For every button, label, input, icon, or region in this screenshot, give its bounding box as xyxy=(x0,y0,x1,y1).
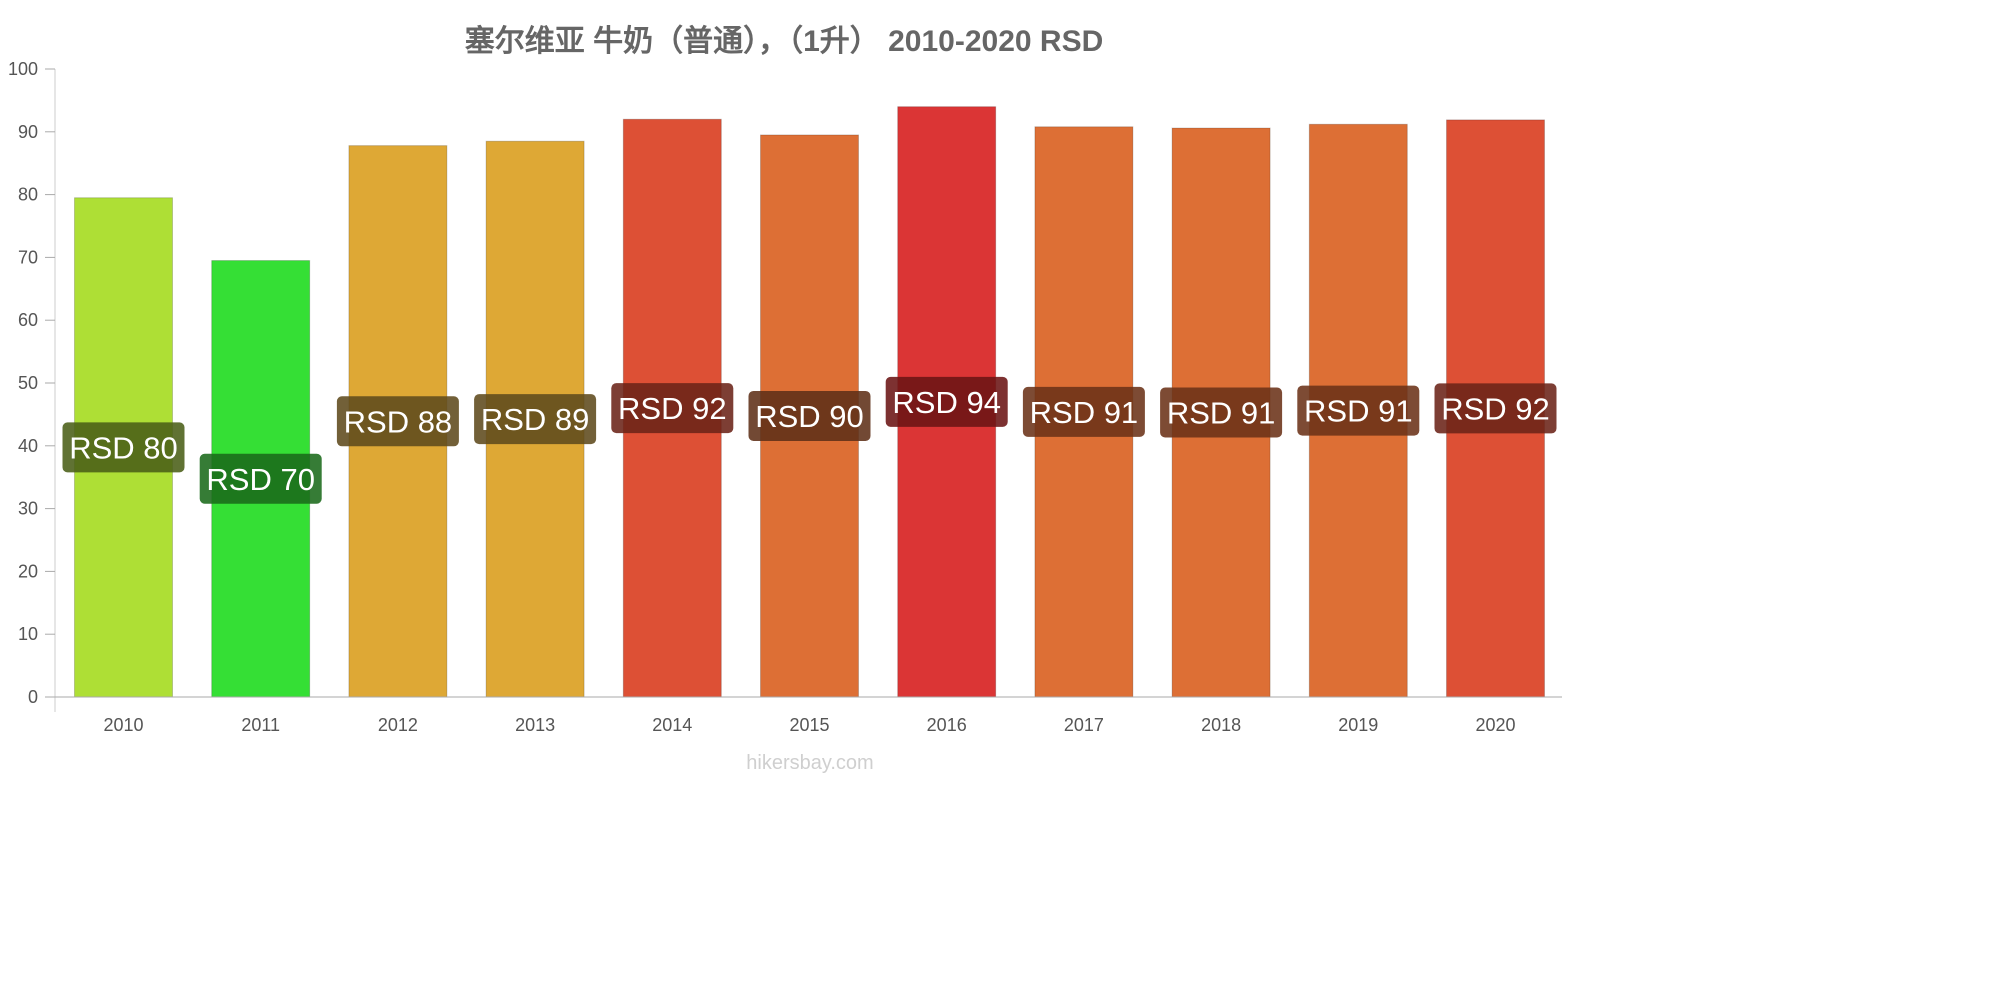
x-tick-label: 2016 xyxy=(927,715,967,735)
data-label: RSD 80 xyxy=(69,430,178,465)
data-label: RSD 92 xyxy=(618,391,727,426)
y-tick-label: 90 xyxy=(18,122,38,142)
data-label-box xyxy=(611,383,734,434)
x-tick-label: 2018 xyxy=(1201,715,1241,735)
y-tick-label: 40 xyxy=(18,436,38,456)
x-tick-label: 2020 xyxy=(1475,715,1515,735)
data-label-box xyxy=(1022,386,1145,437)
x-tick-label: 2012 xyxy=(378,715,418,735)
data-label: RSD 91 xyxy=(1304,394,1413,429)
x-axis: 2010 2011 2012 2013 2014 2015 2016 2017 2018 2019… xyxy=(55,696,1562,735)
data-label: RSD 91 xyxy=(1030,395,1139,430)
data-label: RSD 90 xyxy=(755,399,864,434)
y-tick-label: 20 xyxy=(18,561,38,581)
data-label: RSD 88 xyxy=(344,404,453,439)
data-label: RSD 92 xyxy=(1441,391,1550,426)
y-tick-label: 50 xyxy=(18,373,38,393)
x-tick-label: 2019 xyxy=(1338,715,1378,735)
x-tick-label: 2010 xyxy=(103,715,143,735)
data-label-box xyxy=(885,376,1008,427)
data-label-box xyxy=(1434,383,1557,434)
y-tick-label: 10 xyxy=(18,624,38,644)
y-tick-label: 0 xyxy=(28,687,38,707)
y-tick-label: 100 xyxy=(8,59,38,79)
x-tick-label: 2011 xyxy=(241,715,280,735)
data-label-box xyxy=(474,394,597,445)
x-tick-label: 2014 xyxy=(652,715,692,735)
watermark: hikersbay.com xyxy=(746,752,874,774)
chart-title: 塞尔维亚 牛奶（普通），（1升） 2010-2020 RSD xyxy=(464,25,1104,58)
data-label-box xyxy=(199,453,322,504)
data-label-box xyxy=(1160,387,1283,438)
y-tick-label: 80 xyxy=(18,185,38,205)
y-tick-label: 30 xyxy=(18,499,38,519)
data-label: RSD 94 xyxy=(892,385,1001,420)
x-tick-label: 2015 xyxy=(789,715,829,735)
data-label: RSD 89 xyxy=(481,402,590,437)
data-label-box xyxy=(336,396,459,447)
data-label-box xyxy=(1297,385,1420,436)
data-label: RSD 91 xyxy=(1167,396,1276,431)
y-axis: 0 10 20 30 40 50 60 70 80 90 100 xyxy=(8,59,56,712)
data-label-box xyxy=(748,390,871,441)
y-tick-label: 60 xyxy=(18,310,38,330)
data-label: RSD 70 xyxy=(206,462,315,497)
x-tick-label: 2017 xyxy=(1064,715,1104,735)
y-tick-label: 70 xyxy=(18,247,38,267)
x-tick-label: 2013 xyxy=(515,715,555,735)
data-label-box xyxy=(62,422,185,473)
data-labels: RSD 80 RSD 70 RSD 88 RSD 89 RSD 92 RSD 90 RSD … xyxy=(62,376,1557,504)
